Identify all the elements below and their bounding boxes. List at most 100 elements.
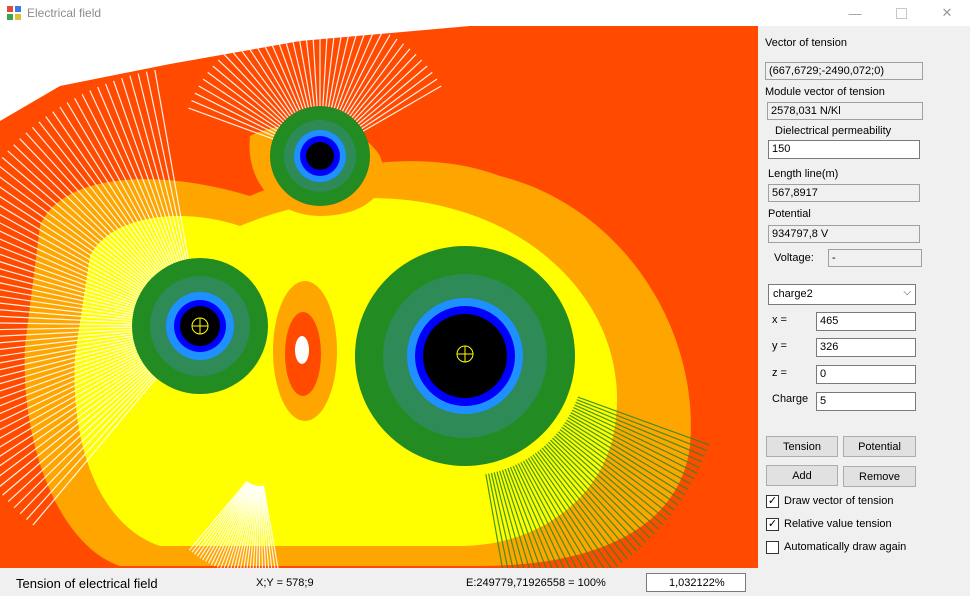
close-button[interactable]: ✕	[924, 0, 970, 26]
auto-draw-checkbox[interactable]	[766, 541, 779, 554]
field-line	[255, 485, 260, 568]
field-line	[504, 468, 553, 568]
field-line	[573, 407, 701, 469]
field-line	[0, 351, 147, 439]
field-line	[0, 354, 148, 454]
charge-select[interactable]: charge2 ⌵	[768, 284, 916, 305]
z-input[interactable]: 0	[816, 365, 916, 384]
charge-markers	[191, 317, 474, 363]
tension-button[interactable]: Tension	[766, 436, 838, 457]
field-line	[577, 396, 710, 446]
field-line	[202, 482, 251, 561]
field-line	[545, 443, 642, 548]
field-line	[0, 363, 154, 490]
field-line	[520, 461, 587, 568]
field-line	[564, 421, 682, 501]
field-line	[532, 454, 613, 568]
field-line	[559, 428, 672, 516]
field-line	[252, 485, 260, 568]
field-line	[0, 328, 141, 340]
zoom-field[interactable]: 1,032122%	[646, 573, 746, 592]
field-line	[104, 83, 179, 271]
status-coordinates: X;Y = 578;9	[256, 577, 314, 589]
field-line	[0, 304, 141, 322]
field-line	[0, 245, 144, 309]
relative-value-checkbox[interactable]: ✓	[766, 518, 779, 531]
field-line	[0, 336, 142, 374]
maximize-icon	[895, 7, 907, 19]
field-line	[488, 473, 517, 568]
field-line	[97, 86, 177, 272]
draw-vector-checkbox[interactable]: ✓	[766, 495, 779, 508]
field-line	[223, 484, 254, 568]
field-line	[235, 485, 257, 568]
vector-label: Vector of tension	[765, 37, 847, 49]
field-line	[81, 93, 174, 273]
field-line	[571, 409, 698, 474]
field-line	[0, 358, 151, 469]
field-line	[0, 347, 145, 423]
field-line	[262, 485, 277, 568]
field-line	[543, 445, 638, 552]
y-input[interactable]: 326	[816, 338, 916, 357]
field-line	[0, 312, 141, 324]
field-line	[0, 177, 152, 293]
field-line	[507, 467, 559, 568]
window-title: Electrical field	[27, 6, 102, 20]
field-plot	[0, 26, 758, 568]
field-line	[534, 452, 618, 567]
field-line	[19, 368, 159, 515]
field-line	[13, 144, 158, 285]
field-line	[89, 90, 176, 272]
field-line	[0, 229, 145, 305]
field-line	[561, 426, 675, 511]
charge-well-ring	[306, 142, 334, 170]
field-line	[530, 456, 608, 568]
field-line	[232, 485, 256, 568]
field-line	[485, 474, 511, 568]
module-field: 2578,031 N/Kl	[767, 102, 923, 120]
field-line	[576, 399, 708, 452]
permeability-input[interactable]: 150	[768, 140, 920, 159]
field-line	[557, 431, 668, 521]
status-bar: Tension of electrical field X;Y = 578;9 …	[0, 568, 970, 596]
field-line	[562, 424, 679, 506]
field-line	[574, 404, 703, 463]
field-line	[537, 451, 623, 564]
field-line	[493, 472, 529, 568]
add-button[interactable]: Add	[766, 465, 838, 486]
field-line	[0, 163, 154, 290]
field-line	[517, 463, 581, 568]
field-line	[0, 198, 148, 298]
field-line	[0, 361, 153, 483]
potential-button[interactable]: Potential	[843, 436, 916, 457]
field-line	[575, 401, 706, 458]
field-line	[496, 471, 535, 568]
maximize-button[interactable]	[878, 0, 924, 26]
field-line	[2, 364, 155, 496]
draw-vector-label: Draw vector of tension	[784, 495, 894, 507]
field-line	[555, 433, 664, 526]
minimize-icon: —	[848, 5, 862, 21]
z-label: z =	[772, 367, 787, 379]
field-line	[0, 206, 147, 300]
minimize-button[interactable]: —	[832, 0, 878, 26]
field-canvas[interactable]	[0, 26, 758, 568]
field-line	[0, 330, 141, 349]
field-line	[259, 485, 264, 568]
field-pocket-white	[295, 336, 309, 364]
remove-button[interactable]: Remove	[843, 466, 916, 487]
field-line	[525, 459, 598, 568]
field-line	[0, 356, 149, 462]
check-icon: ✓	[767, 518, 778, 530]
x-input[interactable]: 465	[816, 312, 916, 331]
field-line	[512, 465, 570, 568]
field-line	[25, 132, 161, 282]
charge-input[interactable]: 5	[816, 392, 916, 411]
field-line	[0, 340, 142, 391]
field-line	[112, 80, 181, 270]
field-line	[129, 75, 185, 269]
field-line	[19, 138, 159, 284]
field-line	[0, 332, 141, 357]
field-line	[258, 485, 261, 568]
